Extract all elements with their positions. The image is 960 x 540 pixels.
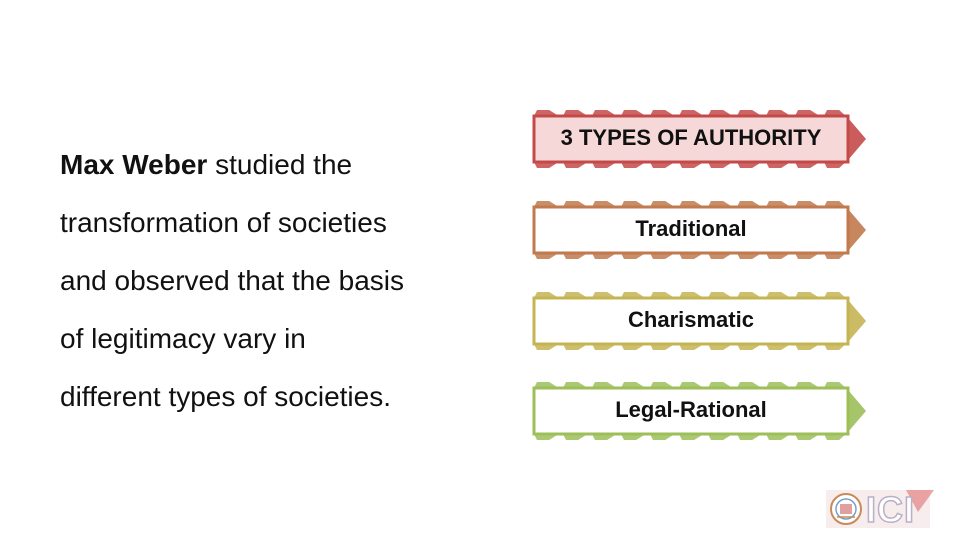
chevron-arrow-tip [848, 300, 866, 342]
item-label-legal-rational: Legal-Rational [615, 397, 767, 422]
logo-graphic [826, 490, 934, 528]
line1-rest: studied the [207, 149, 353, 180]
authority-item-legal-rational: Legal-Rational [530, 380, 870, 442]
chevron-label-box [532, 205, 850, 255]
authority-item-charismatic: Charismatic [530, 290, 870, 352]
body-paragraph: Max Weber studied the transformation of … [60, 136, 480, 426]
chevron-shape [532, 110, 866, 168]
item-label-traditional: Traditional [635, 216, 747, 241]
chevron-shape [532, 201, 866, 259]
item-label-charismatic: Charismatic [628, 307, 754, 332]
body-line-5: different types of societies. [60, 381, 391, 412]
logo-text: ICI [865, 488, 916, 531]
bold-lead: Max Weber [60, 149, 208, 180]
chevron-arrow-tip [848, 209, 866, 251]
body-line-4: of legitimacy vary in [60, 323, 306, 354]
chevron-shape [532, 382, 866, 440]
body-line-1: Max Weber studied the [60, 136, 480, 194]
chevron-label-box [532, 386, 850, 436]
chevron-arrow-tip [848, 390, 866, 432]
chevron-arrow-tip [848, 118, 866, 160]
ici-logo: ICI [826, 488, 934, 531]
chevron-shape [532, 292, 866, 350]
body-line-2: transformation of societies [60, 207, 387, 238]
chevron-label-box [532, 114, 850, 164]
header-label: 3 TYPES OF AUTHORITY [560, 125, 822, 150]
emblem-icon [830, 493, 862, 525]
body-line-3: and observed that the basis [60, 265, 405, 296]
authority-header-chevron: 3 TYPES OF AUTHORITY [530, 108, 870, 170]
authority-item-traditional: Traditional [530, 199, 870, 261]
chevron-label-box [532, 296, 850, 346]
